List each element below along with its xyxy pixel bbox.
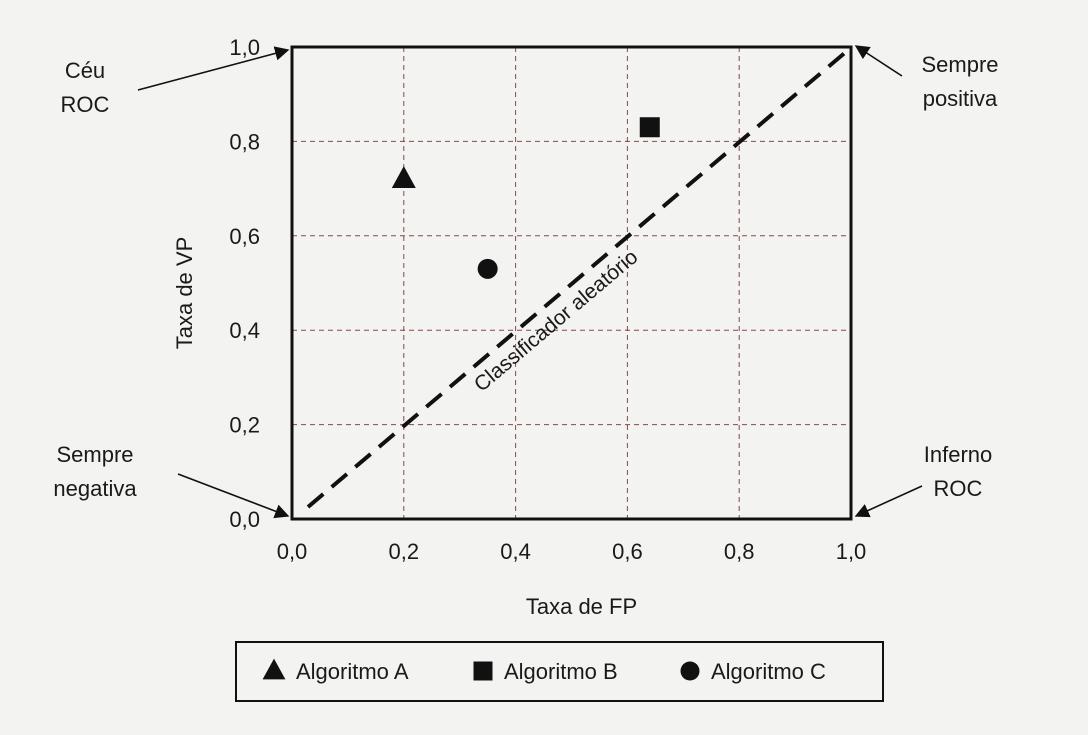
legend-box [235,641,884,702]
y-tick-label: 1,0 [229,35,260,60]
legend-label: Algoritmo C [711,659,826,684]
annotation-inferno: Inferno ROC [924,442,993,501]
point-algoritmo-a [391,166,416,188]
x-tick-label: 0,2 [389,539,420,564]
y-tick-label: 0,2 [229,413,260,438]
random-classifier-line [306,49,849,509]
legend-label: Algoritmo B [504,659,618,684]
annotation-arrow-sempre-positiva [854,45,903,77]
x-tick-label: 0,8 [724,539,755,564]
plot-frame [290,45,853,521]
point-algoritmo-c [477,258,498,279]
annotation-sempre-positiva: Sempre positiva [921,52,998,111]
legend-marker-circle [680,661,700,681]
annotation-ceu: Céu ROC [61,58,110,117]
y-tick-label: 0,4 [229,318,260,343]
legend-marker-square [473,661,493,681]
annotation-arrow-inferno [854,485,923,518]
x-axis-label: Taxa de FP [526,594,637,619]
x-tick-label: 1,0 [836,539,867,564]
legend-label: Algoritmo A [296,659,409,684]
x-tick-label: 0,0 [277,539,308,564]
annotation-sempre-negativa: Sempre negativa [53,442,137,501]
x-tick-label: 0,4 [500,539,531,564]
y-tick-label: 0,0 [229,507,260,532]
legend-marker-triangle [262,658,286,680]
y-axis-label: Taxa de VP [172,237,197,350]
annotation-arrow-ceu [137,46,290,91]
x-tick-label: 0,6 [612,539,643,564]
point-algoritmo-b [639,117,660,138]
annotation-arrow-sempre-negativa [177,473,290,519]
y-tick-label: 0,8 [229,129,260,154]
y-tick-label: 0,6 [229,224,260,249]
